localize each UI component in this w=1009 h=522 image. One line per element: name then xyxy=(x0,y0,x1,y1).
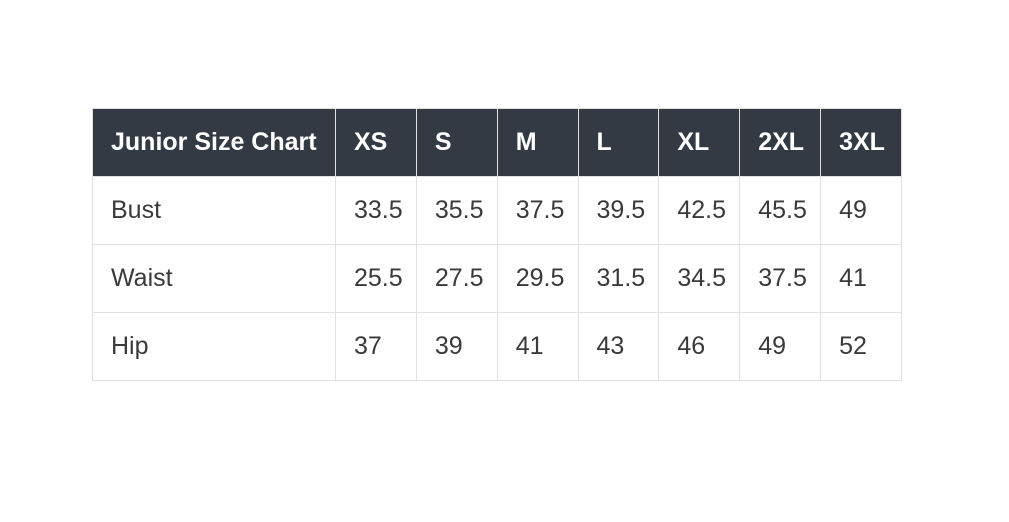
table-row-waist: Waist 25.5 27.5 29.5 31.5 34.5 37.5 41 xyxy=(92,244,902,313)
measurement-value: 35.5 xyxy=(415,176,498,245)
measurement-value: 46 xyxy=(658,312,741,381)
junior-size-chart-table: Junior Size Chart XS S M L XL 2XL 3XL Bu… xyxy=(92,108,902,381)
measurement-value: 43 xyxy=(577,312,660,381)
measurement-value: 29.5 xyxy=(496,244,579,313)
column-header-2xl: 2XL xyxy=(739,108,822,177)
measurement-label: Bust xyxy=(92,176,336,245)
table-row-hip: Hip 37 39 41 43 46 49 52 xyxy=(92,312,902,381)
column-header-s: S xyxy=(415,108,498,177)
measurement-value: 52 xyxy=(820,312,902,381)
table-header-row: Junior Size Chart XS S M L XL 2XL 3XL xyxy=(92,108,902,177)
measurement-value: 37.5 xyxy=(496,176,579,245)
column-header-xl: XL xyxy=(658,108,741,177)
column-header-m: M xyxy=(496,108,579,177)
measurement-value: 39.5 xyxy=(577,176,660,245)
measurement-value: 33.5 xyxy=(335,176,417,245)
measurement-value: 49 xyxy=(739,312,822,381)
measurement-value: 45.5 xyxy=(739,176,822,245)
column-header-xs: XS xyxy=(335,108,417,177)
measurement-label: Waist xyxy=(92,244,336,313)
column-header-3xl: 3XL xyxy=(820,108,902,177)
measurement-value: 41 xyxy=(820,244,902,313)
measurement-value: 39 xyxy=(415,312,498,381)
measurement-value: 49 xyxy=(820,176,902,245)
table-row-bust: Bust 33.5 35.5 37.5 39.5 42.5 45.5 49 xyxy=(92,176,902,245)
measurement-value: 42.5 xyxy=(658,176,741,245)
measurement-value: 34.5 xyxy=(658,244,741,313)
measurement-value: 37.5 xyxy=(739,244,822,313)
measurement-value: 25.5 xyxy=(335,244,417,313)
measurement-value: 37 xyxy=(335,312,417,381)
measurement-label: Hip xyxy=(92,312,336,381)
column-header-l: L xyxy=(577,108,660,177)
measurement-value: 27.5 xyxy=(415,244,498,313)
table-title-cell: Junior Size Chart xyxy=(92,108,336,177)
measurement-value: 31.5 xyxy=(577,244,660,313)
measurement-value: 41 xyxy=(496,312,579,381)
